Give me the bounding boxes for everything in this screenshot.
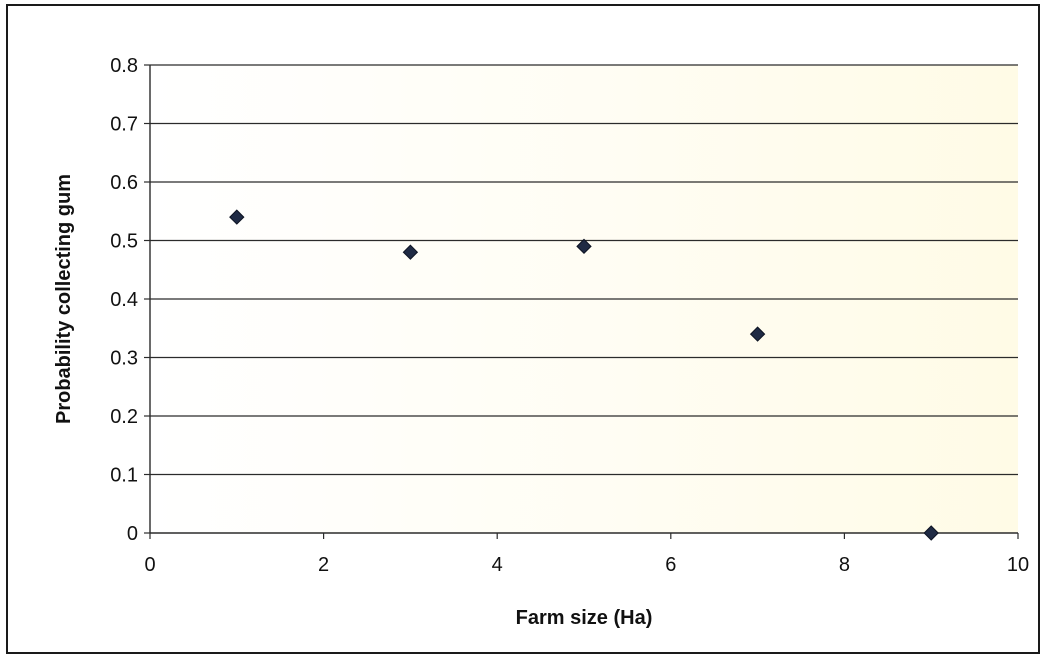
gridlines bbox=[150, 64, 1018, 476]
y-axis-title: Probability collecting gum bbox=[53, 174, 75, 424]
data-point-1 bbox=[402, 244, 419, 260]
y-tick-label-8: 0.8 bbox=[110, 55, 138, 77]
x-axis-title: Farm size (Ha) bbox=[516, 607, 653, 629]
x-tick-label-2: 4 bbox=[492, 554, 503, 576]
y-tick-label-4: 0.4 bbox=[110, 289, 138, 311]
x-tick-label-3: 6 bbox=[665, 554, 676, 576]
data-point-0 bbox=[229, 209, 245, 225]
data-points bbox=[229, 209, 939, 541]
x-tick-label-0: 0 bbox=[144, 554, 155, 576]
x-tick-label-5: 10 bbox=[1007, 554, 1029, 576]
y-tick-label-5: 0.5 bbox=[110, 231, 138, 253]
axes bbox=[144, 64, 1019, 539]
data-point-3 bbox=[749, 326, 766, 342]
y-tick-label-2: 0.2 bbox=[110, 406, 138, 428]
y-tick-label-7: 0.7 bbox=[110, 114, 138, 136]
x-tick-label-1: 2 bbox=[318, 554, 329, 576]
data-point-4 bbox=[923, 525, 939, 541]
y-tick-labels: 0 0.1 0.2 0.3 0.4 0.5 0.6 0.7 0.8 bbox=[110, 55, 138, 545]
y-tick-label-6: 0.6 bbox=[110, 172, 138, 194]
y-tick-label-1: 0.1 bbox=[110, 465, 138, 487]
y-tick-label-0: 0 bbox=[127, 523, 138, 545]
data-point-2 bbox=[576, 238, 592, 255]
y-tick-label-3: 0.3 bbox=[110, 348, 138, 370]
x-tick-label-4: 8 bbox=[839, 554, 850, 576]
x-tick-labels: 0 2 4 6 8 10 bbox=[144, 554, 1029, 576]
